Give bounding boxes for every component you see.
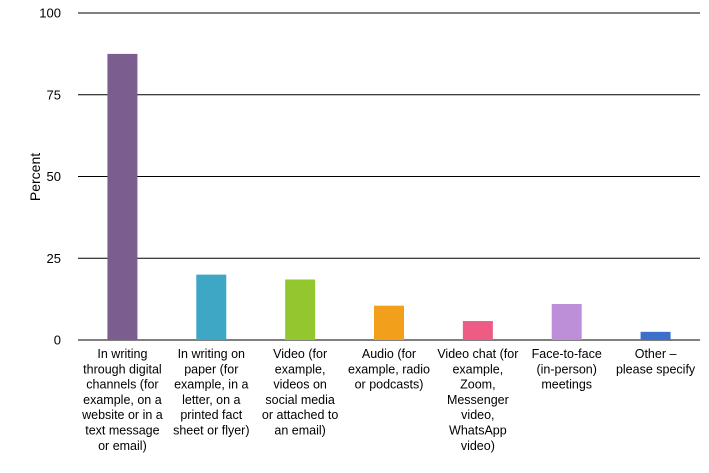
x-category-label-3: Video (for example, videos on social media o… (262, 347, 338, 438)
x-category-label-2: In writing on paper (for example, in a lett… (173, 347, 249, 438)
y-tick-label: 50 (47, 169, 61, 184)
bar-6 (551, 304, 582, 340)
bar-4 (374, 305, 404, 340)
y-axis-title: Percent (27, 153, 43, 201)
x-category-label-5: Video chat (for example, Zoom, Messenger vid… (437, 347, 518, 453)
bar-7 (640, 331, 671, 340)
x-axis-category-labels: In writing through digital channels (for ex… (81, 347, 696, 453)
y-axis-ticks: 0 25 50 75 100 (39, 6, 61, 348)
x-category-label-4: Audio (for example, radio or podcasts) (348, 347, 430, 392)
y-tick-label: 25 (47, 251, 61, 266)
y-tick-label: 0 (54, 333, 61, 348)
bar-2 (196, 274, 227, 340)
y-tick-label: 100 (39, 6, 61, 21)
x-category-label-7: Other – please specify (616, 347, 696, 376)
bars (107, 53, 671, 341)
x-category-label-1: In writing through digital channels (for ex… (81, 347, 163, 453)
gridlines (78, 12, 700, 341)
bar-1 (107, 53, 138, 341)
x-category-label-6: Face-to-face (in-person) meetings (532, 347, 602, 392)
bar-3 (285, 279, 316, 340)
bar-5 (462, 321, 493, 340)
y-tick-label: 75 (47, 87, 61, 102)
